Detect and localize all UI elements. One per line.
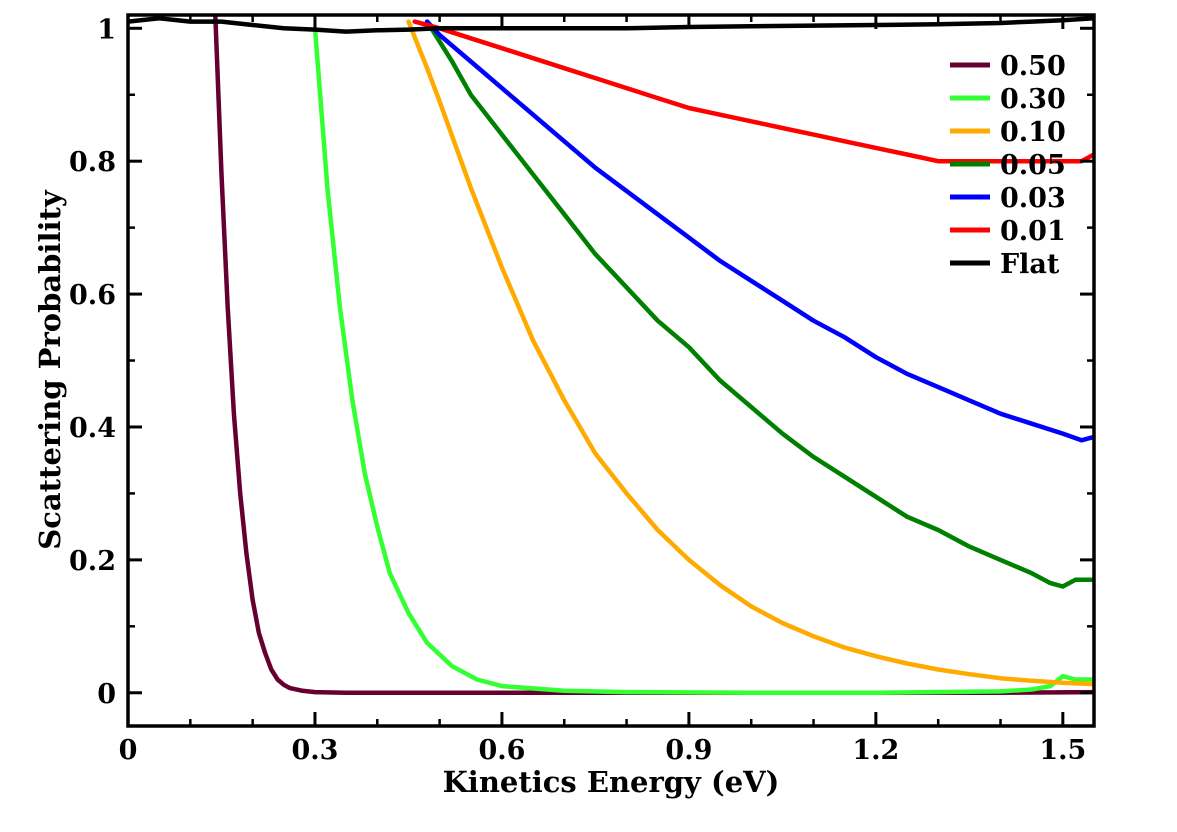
legend-label: 0.10 — [1000, 117, 1066, 148]
x-axis-title: Kinetics Energy (eV) — [443, 765, 780, 799]
legend-label: 0.03 — [1000, 183, 1066, 214]
series-line-0-01 — [412, 19, 1094, 164]
x-tick-label: 1.2 — [852, 735, 899, 766]
series-line-0-05 — [424, 19, 1094, 589]
series-layer — [128, 15, 1094, 696]
y-tick-label: 1 — [97, 14, 116, 45]
y-tick-label: 0.8 — [69, 147, 116, 178]
series-line-0-10 — [406, 19, 1094, 687]
legend-label: 0.05 — [1000, 150, 1066, 181]
y-tick-label: 0 — [97, 679, 116, 710]
x-tick-label: 0.9 — [665, 735, 712, 766]
series-line-0-30 — [312, 26, 1094, 696]
y-tick-label: 0.6 — [69, 280, 116, 311]
series-line-0-03 — [424, 19, 1094, 443]
legend-label: 0.30 — [1000, 84, 1066, 115]
y-tick-label: 0.4 — [69, 413, 116, 444]
x-tick-label: 0.6 — [478, 735, 525, 766]
x-tick-label: 1.5 — [1039, 735, 1086, 766]
legend-label: Flat — [1000, 249, 1060, 280]
y-tick-label: 0.2 — [69, 546, 116, 577]
legend-label: 0.50 — [1000, 51, 1066, 82]
x-tick-label: 0.3 — [291, 735, 338, 766]
plot-frame — [126, 13, 1096, 728]
x-tick-label: 0 — [119, 735, 138, 766]
series-line-flat — [128, 16, 1094, 34]
ticks-layer: 0 0.3 0.6 0.9 1.2 1.5 0 0.2 0.4 0.6 0.8 1 — [69, 14, 1094, 766]
legend-label: 0.01 — [1000, 216, 1066, 247]
y-axis-title: Scattering Probability — [33, 189, 67, 550]
